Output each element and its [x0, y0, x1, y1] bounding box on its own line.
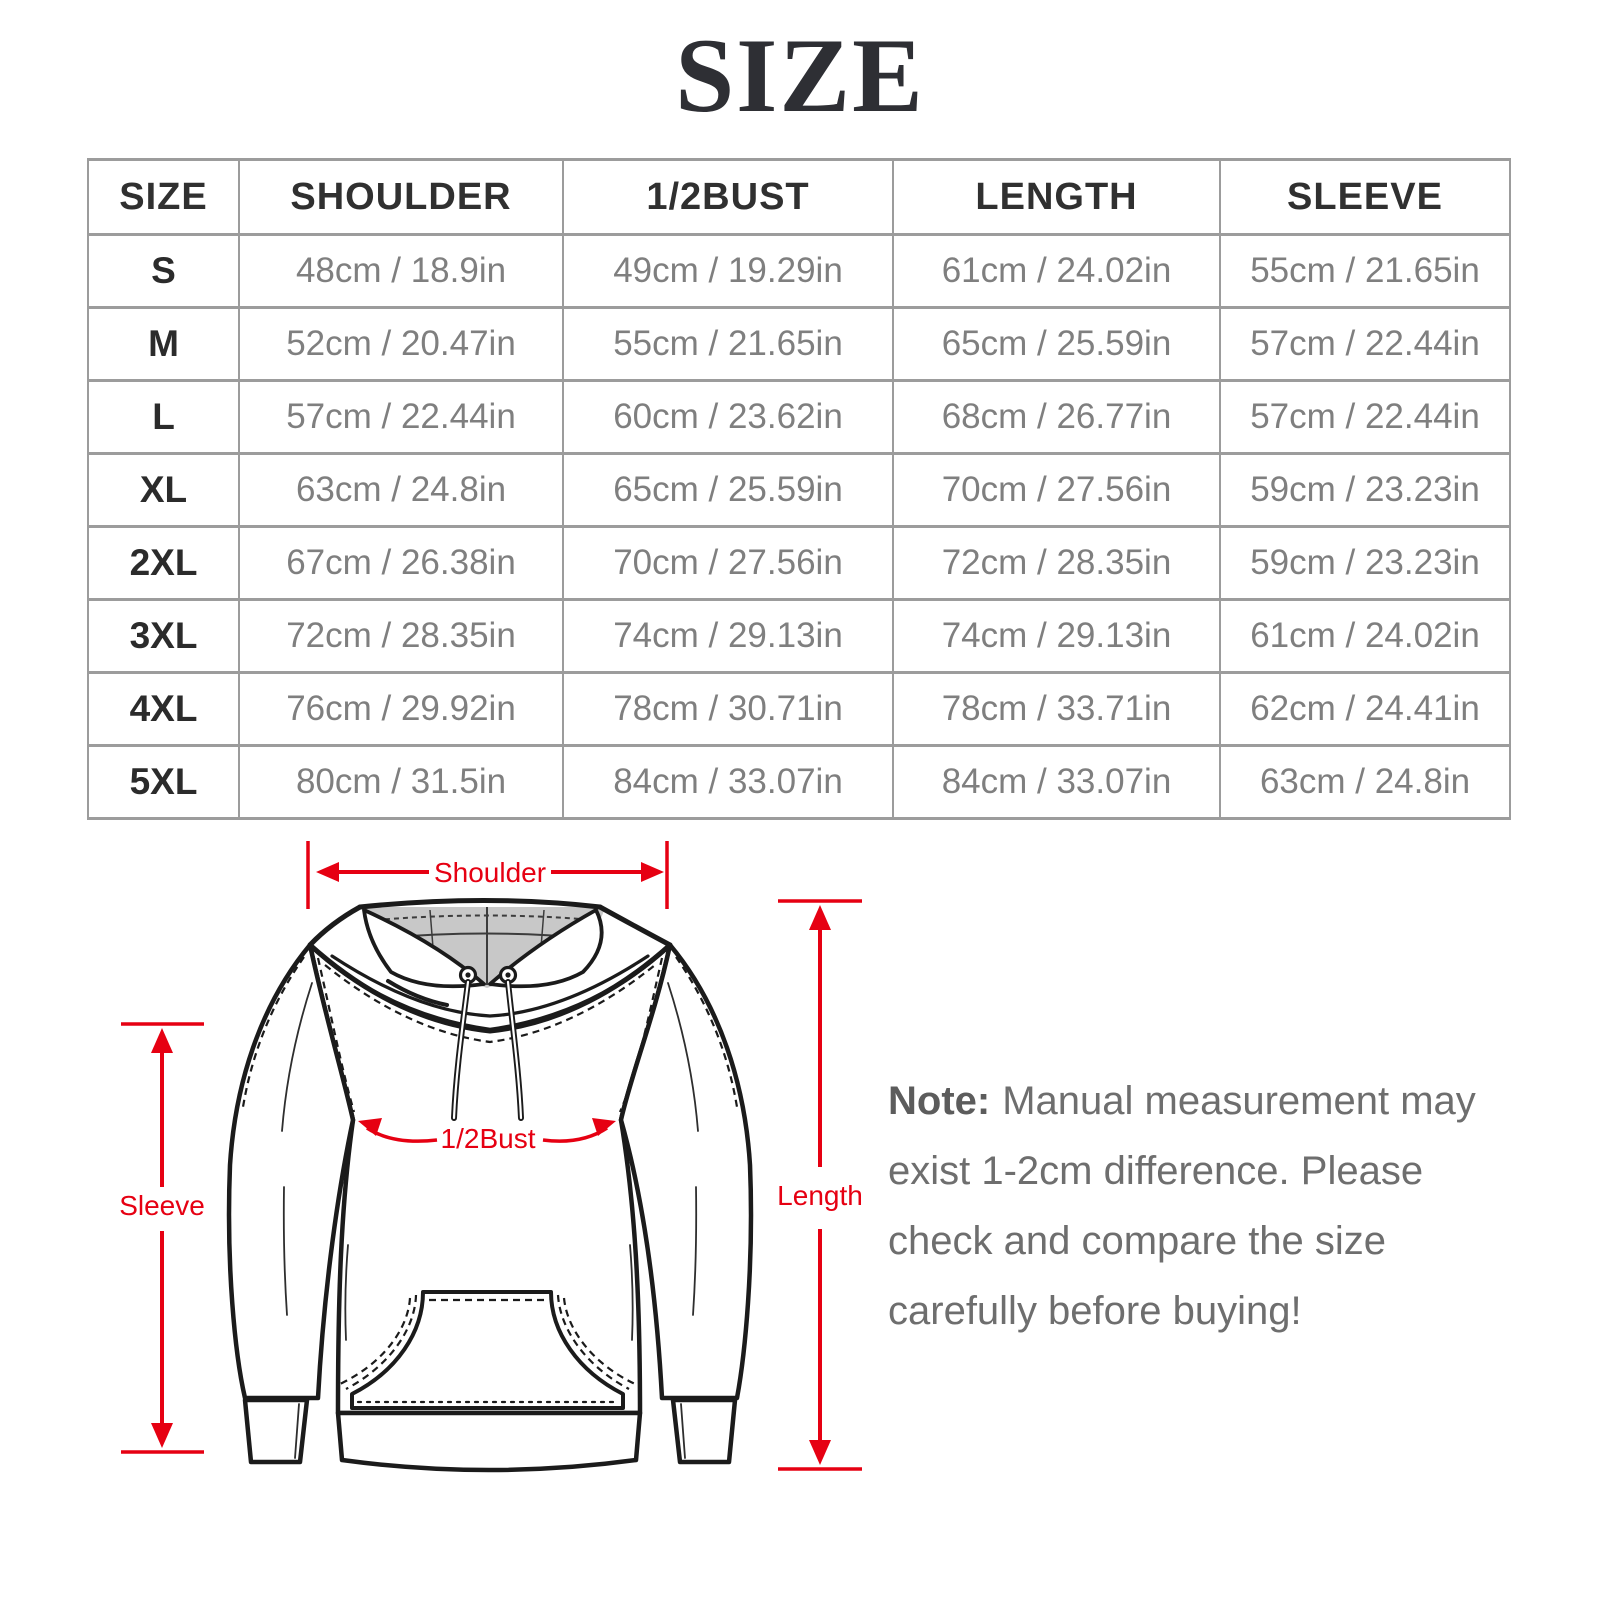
- cell-sleeve: 59cm / 23.23in: [1219, 525, 1511, 601]
- cell-sleeve: 63cm / 24.8in: [1219, 744, 1511, 820]
- size-table-body: S 48cm / 18.9in 49cm / 19.29in 61cm / 24.02…: [87, 233, 1511, 820]
- table-row: M 52cm / 20.47in 55cm / 21.65in 65cm / 25.5…: [87, 306, 1511, 382]
- cell-bust: 70cm / 27.56in: [562, 525, 894, 601]
- header-cell: SLEEVE: [1219, 158, 1511, 236]
- cell-size: 2XL: [87, 525, 240, 601]
- hoodie-right-cuff: [670, 1397, 738, 1465]
- hood-fold-left: [362, 908, 486, 989]
- cell-shoulder: 52cm / 20.47in: [238, 306, 564, 382]
- hoodie-hood: [307, 898, 673, 1121]
- hoodie-hem-band: [335, 1410, 643, 1473]
- sleeve-measure-arrow: Sleeve: [119, 1022, 205, 1454]
- page-title: SIZE: [675, 17, 925, 134]
- cell-sleeve: 57cm / 22.44in: [1219, 379, 1511, 455]
- cell-shoulder: 48cm / 18.9in: [238, 233, 564, 309]
- table-row: L 57cm / 22.44in 60cm / 23.62in 68cm / 26.7…: [87, 379, 1511, 455]
- cell-length: 84cm / 33.07in: [892, 744, 1221, 820]
- cell-length: 61cm / 24.02in: [892, 233, 1221, 309]
- measurement-arrows: Shoulder 1/2Bust Length: [119, 841, 863, 1471]
- table-row: XL 63cm / 24.8in 65cm / 25.59in 70cm / 27.5…: [87, 452, 1511, 528]
- cell-length: 65cm / 25.59in: [892, 306, 1221, 382]
- cell-size: 4XL: [87, 671, 240, 747]
- shoulder-arrow-label: Shoulder: [434, 857, 546, 888]
- cell-length: 74cm / 29.13in: [892, 598, 1221, 674]
- cell-sleeve: 59cm / 23.23in: [1219, 452, 1511, 528]
- cell-size: L: [87, 379, 240, 455]
- cell-shoulder: 63cm / 24.8in: [238, 452, 564, 528]
- cell-size: 3XL: [87, 598, 240, 674]
- hoodie-left-cuff: [242, 1397, 310, 1465]
- table-header-row: SIZE SHOULDER 1/2BUST LENGTH SLEEVE: [87, 158, 1511, 236]
- cell-bust: 55cm / 21.65in: [562, 306, 894, 382]
- hood-interior: [365, 907, 605, 988]
- note-label: Note:: [888, 1079, 991, 1123]
- cell-shoulder: 57cm / 22.44in: [238, 379, 564, 455]
- header-cell: SIZE: [87, 158, 240, 236]
- hoodie-pocket: [350, 1290, 625, 1410]
- cell-bust: 49cm / 19.29in: [562, 233, 894, 309]
- cell-length: 78cm / 33.71in: [892, 671, 1221, 747]
- bust-measure-arrow: 1/2Bust: [358, 1118, 616, 1154]
- cell-sleeve: 61cm / 24.02in: [1219, 598, 1511, 674]
- cell-size: S: [87, 233, 240, 309]
- cell-shoulder: 67cm / 26.38in: [238, 525, 564, 601]
- cell-bust: 84cm / 33.07in: [562, 744, 894, 820]
- note-body: Manual measurement may exist 1-2cm diffe…: [888, 1079, 1476, 1333]
- length-measure-arrow: Length: [777, 899, 863, 1471]
- table-row: 5XL 80cm / 31.5in 84cm / 33.07in 84cm / 33.…: [87, 744, 1511, 820]
- cell-bust: 78cm / 30.71in: [562, 671, 894, 747]
- cell-bust: 65cm / 25.59in: [562, 452, 894, 528]
- cell-sleeve: 62cm / 24.41in: [1219, 671, 1511, 747]
- table-row: S 48cm / 18.9in 49cm / 19.29in 61cm / 24.02…: [87, 233, 1511, 309]
- table-row: 3XL 72cm / 28.35in 74cm / 29.13in 74cm / 29…: [87, 598, 1511, 674]
- cell-sleeve: 57cm / 22.44in: [1219, 306, 1511, 382]
- shoulder-measure-arrow: Shoulder: [306, 841, 669, 909]
- cell-length: 70cm / 27.56in: [892, 452, 1221, 528]
- cell-bust: 74cm / 29.13in: [562, 598, 894, 674]
- table-row: 4XL 76cm / 29.92in 78cm / 30.71in 78cm / 33…: [87, 671, 1511, 747]
- cell-length: 68cm / 26.77in: [892, 379, 1221, 455]
- cell-length: 72cm / 28.35in: [892, 525, 1221, 601]
- header-cell: SHOULDER: [238, 158, 564, 236]
- cell-sleeve: 55cm / 21.65in: [1219, 233, 1511, 309]
- cell-shoulder: 80cm / 31.5in: [238, 744, 564, 820]
- hood-fold-right: [488, 908, 604, 989]
- cell-size: M: [87, 306, 240, 382]
- sleeve-arrow-label: Sleeve: [119, 1190, 205, 1221]
- table-row: 2XL 67cm / 26.38in 70cm / 27.56in 72cm / 28…: [87, 525, 1511, 601]
- length-arrow-label: Length: [777, 1180, 863, 1211]
- bust-arrow-label: 1/2Bust: [441, 1123, 536, 1154]
- cell-shoulder: 72cm / 28.35in: [238, 598, 564, 674]
- header-cell: 1/2BUST: [562, 158, 894, 236]
- hoodie-measurement-diagram: Shoulder 1/2Bust Length: [119, 841, 863, 1473]
- size-table: SIZE SHOULDER 1/2BUST LENGTH SLEEVE S 48cm / …: [87, 158, 1511, 820]
- header-cell: LENGTH: [892, 158, 1221, 236]
- cell-bust: 60cm / 23.62in: [562, 379, 894, 455]
- cell-size: 5XL: [87, 744, 240, 820]
- cell-shoulder: 76cm / 29.92in: [238, 671, 564, 747]
- hoodie-drawing: [226, 898, 754, 1473]
- cell-size: XL: [87, 452, 240, 528]
- note-text: Note: Manual measurement may exist 1-2cm …: [888, 1066, 1500, 1346]
